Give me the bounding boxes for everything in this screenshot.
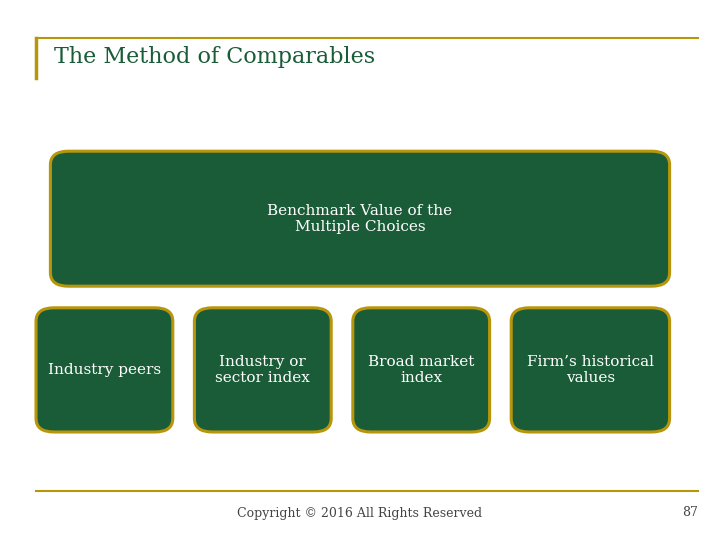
FancyBboxPatch shape (194, 308, 331, 432)
Text: Copyright © 2016 All Rights Reserved: Copyright © 2016 All Rights Reserved (238, 507, 482, 519)
Text: Industry or
sector index: Industry or sector index (215, 355, 310, 385)
Text: The Method of Comparables: The Method of Comparables (54, 46, 375, 68)
Text: Industry peers: Industry peers (48, 363, 161, 377)
FancyBboxPatch shape (50, 151, 670, 286)
Text: 87: 87 (683, 507, 698, 519)
Text: Benchmark Value of the
Multiple Choices: Benchmark Value of the Multiple Choices (267, 204, 453, 234)
FancyBboxPatch shape (36, 308, 173, 432)
FancyBboxPatch shape (353, 308, 490, 432)
Text: Firm’s historical
values: Firm’s historical values (527, 355, 654, 385)
FancyBboxPatch shape (511, 308, 670, 432)
Text: Broad market
index: Broad market index (368, 355, 474, 385)
